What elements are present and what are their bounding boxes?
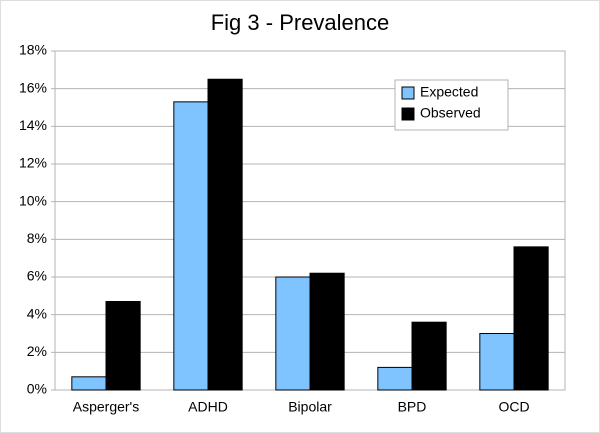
- bar: [275, 276, 311, 391]
- legend-swatch: [401, 86, 415, 100]
- y-tick-label: 8%: [27, 230, 47, 246]
- y-tick-label: 10%: [19, 192, 47, 208]
- y-tick-label: 16%: [19, 79, 47, 95]
- legend-swatch: [401, 107, 415, 121]
- bar: [207, 78, 243, 391]
- x-tick-label: BPD: [398, 399, 427, 415]
- bar: [71, 376, 107, 391]
- legend-label: Expected: [420, 84, 478, 100]
- chart-title: Fig 3 - Prevalence: [211, 10, 390, 35]
- x-tick-label: Asperger's: [73, 399, 139, 415]
- y-tick-label: 4%: [27, 305, 47, 321]
- bar: [105, 300, 141, 391]
- bar: [377, 366, 413, 391]
- y-tick-label: 12%: [19, 155, 47, 171]
- bar: [411, 321, 447, 391]
- y-tick-label: 6%: [27, 268, 47, 284]
- y-tick-label: 14%: [19, 117, 47, 133]
- x-tick-label: Bipolar: [288, 399, 332, 415]
- bar: [309, 272, 345, 391]
- y-tick-label: 2%: [27, 343, 47, 359]
- x-tick-label: ADHD: [188, 399, 228, 415]
- y-tick-label: 0%: [27, 381, 47, 397]
- legend-label: Observed: [420, 105, 481, 121]
- x-tick-label: OCD: [498, 399, 529, 415]
- bar: [513, 246, 549, 391]
- bar: [173, 101, 209, 391]
- y-tick-label: 18%: [19, 42, 47, 58]
- bar: [479, 333, 515, 391]
